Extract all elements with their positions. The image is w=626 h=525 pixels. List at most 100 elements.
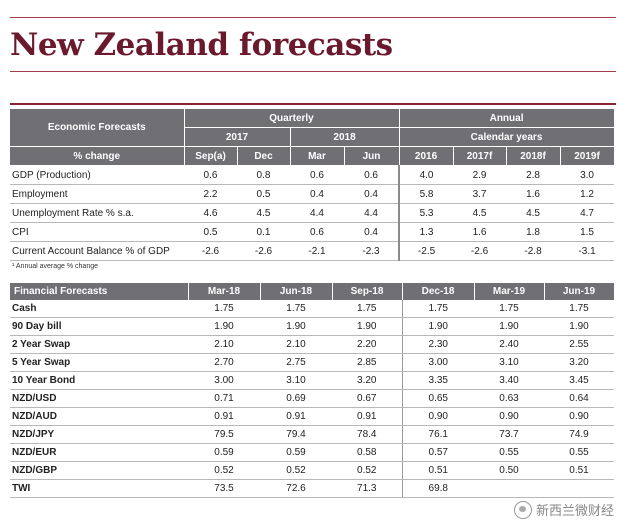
row-label: CPI [10, 222, 184, 242]
cell: 73.7 [474, 425, 544, 444]
column-header: Mar-18 [188, 283, 261, 300]
column-header: Jun-19 [544, 283, 615, 300]
column-header: 2016 [399, 146, 454, 166]
cell: 1.90 [402, 317, 474, 336]
cell: 3.20 [544, 353, 614, 372]
row-label: NZD/USD [10, 389, 188, 408]
cell: 1.75 [260, 300, 332, 318]
cell: 0.59 [188, 443, 260, 462]
page-title: New Zealand forecasts [10, 27, 393, 63]
cell: 3.10 [260, 371, 332, 390]
year-2018-header: 2018 [290, 127, 400, 147]
cell: 1.2 [560, 184, 615, 204]
footnote: ¹ Annual average % change [12, 263, 99, 270]
cell: 0.6 [184, 165, 237, 185]
row-label: Cash [10, 300, 188, 318]
row-label: NZD/AUD [10, 407, 188, 426]
cell: 69.8 [402, 479, 474, 498]
wechat-logo-icon [513, 500, 532, 519]
cell: 3.10 [474, 353, 544, 372]
row-label: TWI [10, 479, 188, 498]
table-row: Current Account Balance % of GDP -2.6 -2… [10, 241, 615, 261]
cell: 0.5 [237, 184, 290, 204]
cell: 1.90 [332, 317, 403, 336]
column-header: Sep(a) [184, 146, 238, 166]
cell: 72.6 [260, 479, 332, 498]
cell: 1.75 [402, 300, 474, 318]
cell: -3.1 [560, 241, 615, 261]
column-header: Jun-18 [260, 283, 333, 300]
table-row: 10 Year Bond 3.00 3.10 3.20 3.35 3.40 3.… [10, 371, 614, 390]
row-label: NZD/JPY [10, 425, 188, 444]
column-header: Sep-18 [332, 283, 403, 300]
table-row: NZD/EUR 0.59 0.59 0.58 0.57 0.55 0.55 [10, 443, 614, 462]
cell: 1.8 [506, 222, 561, 242]
cell: 3.45 [544, 371, 614, 390]
cell: 3.00 [402, 353, 474, 372]
cell: 0.6 [290, 165, 344, 185]
calendar-years-header: Calendar years [399, 127, 615, 147]
cell: 0.91 [188, 407, 260, 426]
cell: 2.20 [332, 335, 403, 354]
cell: 1.90 [474, 317, 544, 336]
cell: 74.9 [544, 425, 614, 444]
cell: 0.90 [544, 407, 614, 426]
row-label: 2 Year Swap [10, 335, 188, 354]
year-2017-header: 2017 [184, 127, 291, 147]
cell: -2.6 [184, 241, 237, 261]
cell: 3.7 [453, 184, 507, 204]
cell: 2.10 [260, 335, 332, 354]
table-row: Unemployment Rate % s.a. 4.6 4.5 4.4 4.4… [10, 203, 615, 223]
row-label: 10 Year Bond [10, 371, 188, 390]
cell: 0.1 [237, 222, 290, 242]
cell: 2.30 [402, 335, 474, 354]
cell: 0.58 [332, 443, 403, 462]
cell: 0.5 [184, 222, 237, 242]
row-label: Current Account Balance % of GDP [10, 241, 184, 261]
cell: 2.75 [260, 353, 332, 372]
table-row: TWI 73.5 72.6 71.3 69.8 [10, 479, 614, 498]
cell: 3.40 [474, 371, 544, 390]
cell: 78.4 [332, 425, 403, 444]
cell: 0.8 [237, 165, 290, 185]
cell: -2.5 [399, 241, 454, 261]
column-header: 2018f [506, 146, 561, 166]
cell: -2.6 [453, 241, 507, 261]
cell: 73.5 [188, 479, 260, 498]
cell: 4.7 [560, 203, 615, 223]
cell: 0.91 [332, 407, 403, 426]
cell: 0.59 [260, 443, 332, 462]
cell: 76.1 [402, 425, 474, 444]
row-label: NZD/GBP [10, 461, 188, 480]
row-label: Employment [10, 184, 184, 204]
cell [474, 479, 544, 498]
cell: 0.51 [402, 461, 474, 480]
cell: 0.6 [290, 222, 344, 242]
cell: 0.57 [402, 443, 474, 462]
cell: 1.75 [332, 300, 403, 318]
column-header: Dec-18 [402, 283, 475, 300]
cell: 4.5 [237, 203, 290, 223]
cell: 0.65 [402, 389, 474, 408]
financial-header-label: Financial Forecasts [10, 283, 189, 300]
cell: 79.4 [260, 425, 332, 444]
cell: 0.64 [544, 389, 614, 408]
title-rule [10, 71, 616, 72]
cell: 2.70 [188, 353, 260, 372]
cell: 1.75 [188, 300, 260, 318]
cell: 1.75 [474, 300, 544, 318]
cell: -2.6 [237, 241, 290, 261]
economic-header-label: Economic Forecasts [10, 109, 185, 147]
cell: 1.6 [506, 184, 561, 204]
cell: 0.69 [260, 389, 332, 408]
table-row: GDP (Production) 0.6 0.8 0.6 0.6 4.0 2.9… [10, 165, 615, 185]
cell: 0.52 [332, 461, 403, 480]
cell: 4.6 [184, 203, 237, 223]
table-row: CPI 0.5 0.1 0.6 0.4 1.3 1.6 1.8 1.5 [10, 222, 615, 242]
cell: 2.9 [453, 165, 507, 185]
cell: 2.40 [474, 335, 544, 354]
cell: 3.0 [560, 165, 615, 185]
cell: 1.90 [188, 317, 260, 336]
column-header: 2017f [453, 146, 507, 166]
cell: 0.55 [544, 443, 614, 462]
